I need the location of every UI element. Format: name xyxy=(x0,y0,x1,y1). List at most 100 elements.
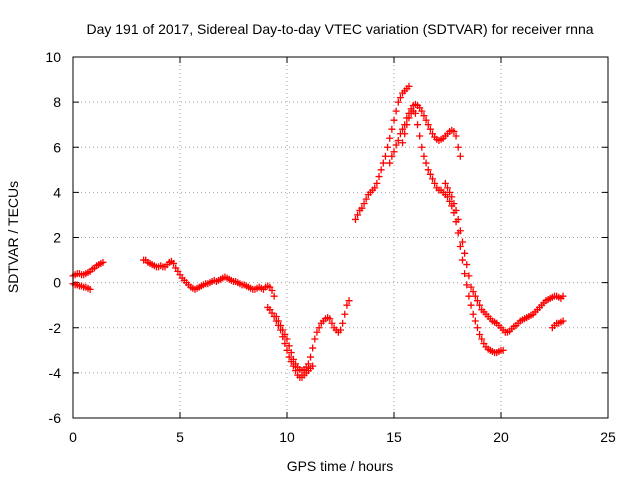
data-point xyxy=(274,317,282,325)
data-point xyxy=(450,200,458,208)
data-point xyxy=(418,107,426,115)
data-point xyxy=(476,331,484,339)
data-point xyxy=(281,331,289,339)
data-point xyxy=(354,211,362,219)
grid-lines xyxy=(73,57,608,418)
data-point xyxy=(559,292,567,300)
data-point xyxy=(289,355,297,363)
data-point xyxy=(473,297,481,305)
data-point xyxy=(326,315,334,323)
data-point xyxy=(341,310,349,318)
data-point xyxy=(465,292,473,300)
data-point xyxy=(86,285,94,293)
data-point xyxy=(465,272,473,280)
data-point xyxy=(471,292,479,300)
y-tick-label: 10 xyxy=(45,49,61,65)
data-point xyxy=(420,112,428,120)
data-point xyxy=(328,319,336,327)
data-point xyxy=(403,121,411,129)
plot-frame xyxy=(72,56,609,419)
data-point xyxy=(351,215,359,223)
data-point xyxy=(399,139,407,147)
data-point xyxy=(418,143,426,151)
data-point xyxy=(313,328,321,336)
data-point xyxy=(476,301,484,309)
data-point xyxy=(279,326,287,334)
data-point xyxy=(390,116,398,124)
data-point xyxy=(461,249,469,257)
data-point xyxy=(399,125,407,133)
data-point xyxy=(422,116,430,124)
data-point xyxy=(424,166,432,174)
data-point xyxy=(454,143,462,151)
data-point xyxy=(446,197,454,205)
data-points xyxy=(69,82,567,381)
y-tick-label: 4 xyxy=(53,184,61,200)
data-point xyxy=(458,256,466,264)
data-point xyxy=(281,340,289,348)
data-point xyxy=(285,342,293,350)
x-tick-label: 10 xyxy=(279,429,295,445)
data-point xyxy=(463,281,471,289)
data-point xyxy=(431,179,439,187)
data-point xyxy=(309,344,317,352)
data-point xyxy=(405,114,413,122)
data-point xyxy=(386,159,394,167)
data-point xyxy=(426,125,434,133)
data-point xyxy=(450,127,458,135)
data-point xyxy=(467,283,475,291)
data-point xyxy=(478,335,486,343)
data-point xyxy=(401,130,409,138)
data-point xyxy=(469,288,477,296)
data-point xyxy=(461,270,469,278)
data-point xyxy=(283,346,291,354)
data-point xyxy=(339,319,347,327)
data-point xyxy=(416,132,424,140)
x-tick-label: 0 xyxy=(69,429,77,445)
data-point xyxy=(311,335,319,343)
data-point xyxy=(396,94,404,102)
data-point xyxy=(381,152,389,160)
data-point xyxy=(414,121,422,129)
x-tick-label: 5 xyxy=(176,429,184,445)
data-point xyxy=(285,353,293,361)
data-point xyxy=(272,312,280,320)
data-point xyxy=(420,152,428,160)
data-point xyxy=(463,261,471,269)
data-point xyxy=(371,184,379,192)
data-point xyxy=(559,317,567,325)
y-axis-label: SDTVAR / TECUs xyxy=(5,181,21,293)
data-point xyxy=(422,159,430,167)
data-point xyxy=(287,349,295,357)
data-point xyxy=(467,301,475,309)
data-point xyxy=(411,109,419,117)
data-point xyxy=(429,175,437,183)
data-point xyxy=(283,335,291,343)
data-point xyxy=(379,159,387,167)
data-point xyxy=(390,148,398,156)
data-point xyxy=(337,326,344,334)
data-point xyxy=(277,321,285,329)
data-point xyxy=(454,215,462,223)
data-point xyxy=(473,324,481,332)
x-tick-label: 15 xyxy=(386,429,402,445)
data-point xyxy=(373,179,381,187)
data-point xyxy=(388,152,396,160)
data-point xyxy=(384,143,392,151)
data-point xyxy=(452,206,460,214)
data-point xyxy=(360,200,368,208)
data-point xyxy=(99,258,107,266)
data-point xyxy=(456,227,464,235)
data-point xyxy=(392,141,400,149)
x-tick-label: 25 xyxy=(600,429,616,445)
data-point xyxy=(268,287,276,295)
data-point xyxy=(392,107,400,115)
data-point xyxy=(426,170,434,178)
data-point xyxy=(446,188,454,196)
data-point xyxy=(270,292,278,300)
data-point xyxy=(309,362,317,370)
data-point xyxy=(458,238,466,246)
data-point xyxy=(469,310,477,318)
data-point xyxy=(471,317,479,325)
